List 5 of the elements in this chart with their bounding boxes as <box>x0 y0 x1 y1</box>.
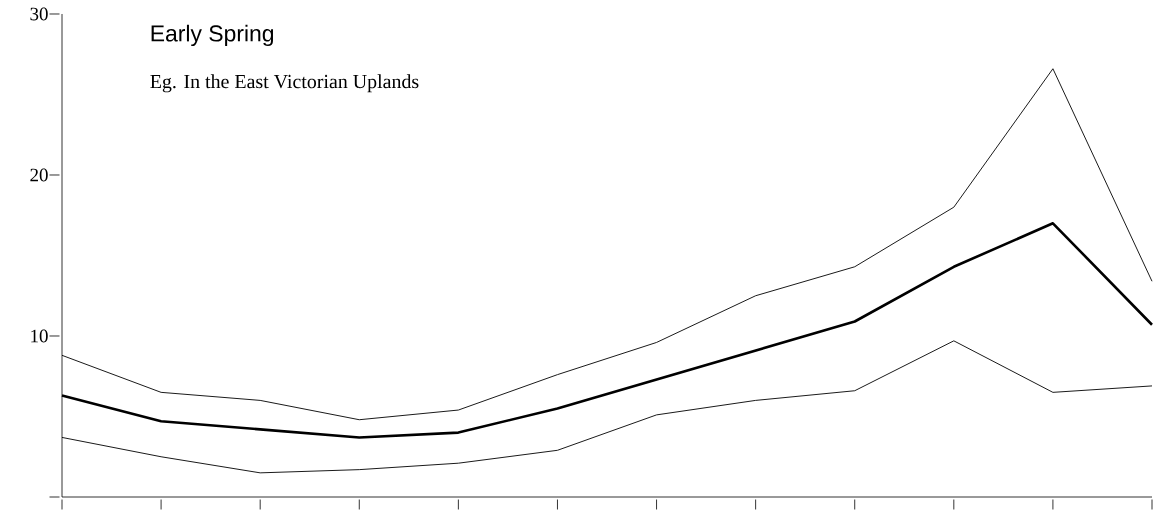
y-tick-label: 20 <box>30 168 48 182</box>
text: Eg. In the East Victorian Uplands <box>150 74 419 93</box>
y-tick-label: 10 <box>31 329 48 343</box>
y-tick-label: 30 <box>30 7 48 21</box>
chart-title: Early Spring <box>151 24 274 47</box>
